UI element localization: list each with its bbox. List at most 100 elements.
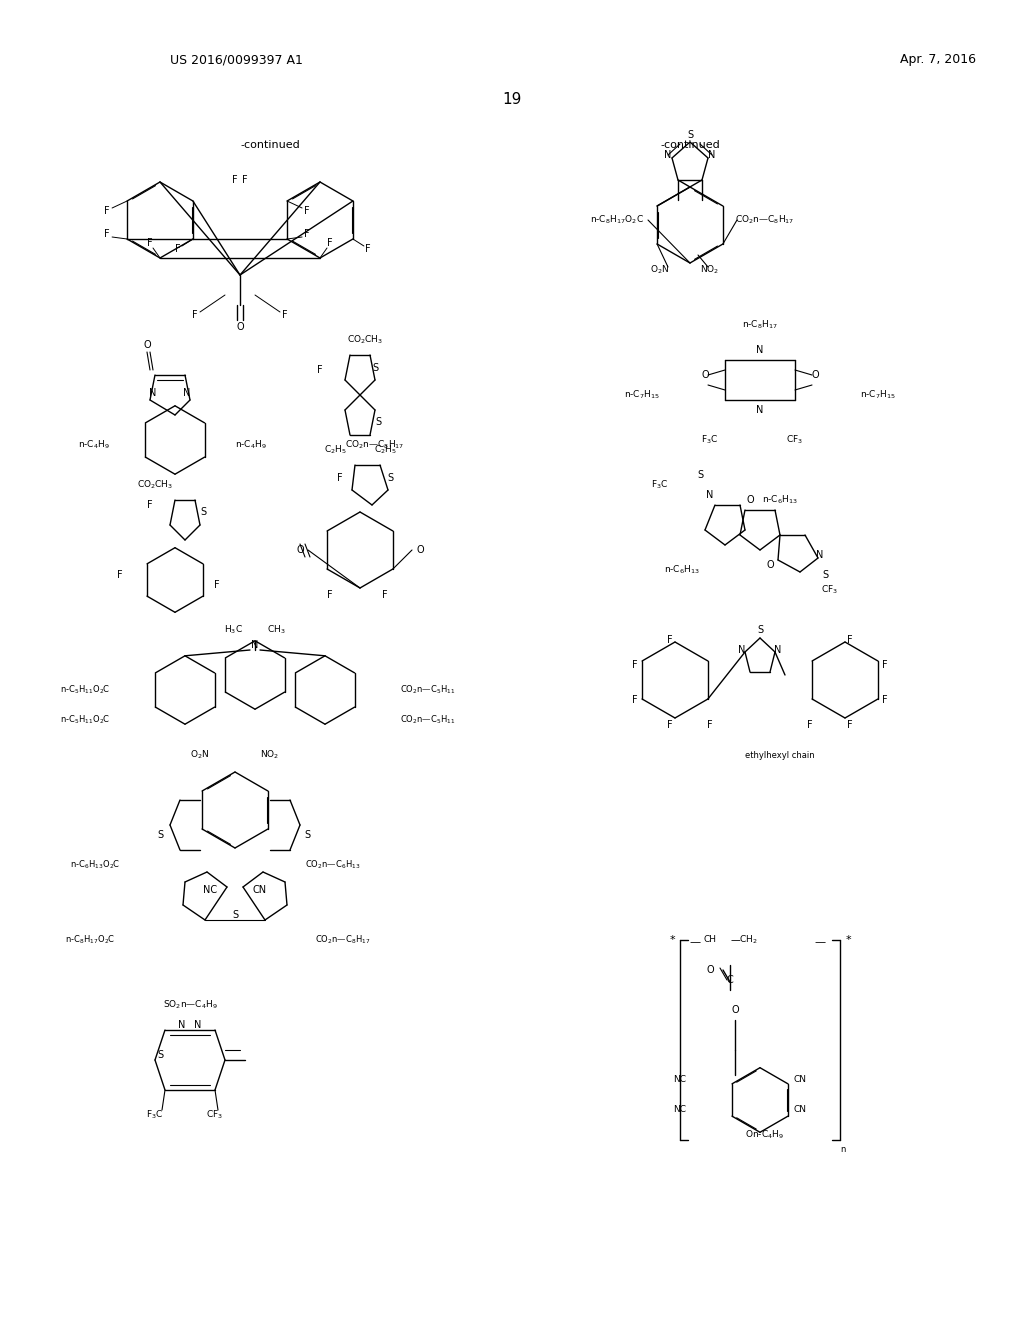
Text: -continued: -continued [660, 140, 720, 150]
Text: CF$_3$: CF$_3$ [786, 434, 804, 446]
Text: S: S [200, 507, 206, 517]
Text: CO$_2$CH$_3$: CO$_2$CH$_3$ [137, 479, 173, 491]
Text: 19: 19 [503, 92, 521, 107]
Text: NC: NC [674, 1076, 686, 1085]
Text: *: * [845, 935, 851, 945]
Text: CO$_2$n—C$_8$H$_{17}$: CO$_2$n—C$_8$H$_{17}$ [345, 438, 404, 451]
Text: —: — [689, 937, 700, 946]
Text: n-C$_7$H$_{15}$: n-C$_7$H$_{15}$ [860, 389, 896, 401]
Text: F: F [214, 579, 220, 590]
Text: F: F [147, 238, 153, 248]
Text: n-C$_6$H$_{13}$: n-C$_6$H$_{13}$ [762, 494, 798, 507]
Text: C$_2$H$_5$: C$_2$H$_5$ [324, 444, 346, 457]
Text: O: O [746, 495, 754, 506]
Text: F: F [708, 719, 713, 730]
Text: F: F [883, 696, 888, 705]
Text: CF$_3$: CF$_3$ [207, 1109, 223, 1121]
Text: N: N [738, 645, 745, 655]
Text: F: F [328, 590, 333, 601]
Text: N: N [709, 150, 716, 160]
Text: O: O [731, 1005, 738, 1015]
Text: S: S [232, 909, 238, 920]
Text: O: O [811, 370, 819, 380]
Text: S: S [687, 129, 693, 140]
Text: F: F [117, 570, 123, 579]
Text: N: N [816, 550, 823, 560]
Text: F: F [382, 590, 388, 601]
Text: S: S [157, 830, 163, 840]
Text: N: N [150, 388, 157, 399]
Text: O: O [143, 341, 151, 350]
Text: *: * [670, 935, 675, 945]
Text: N: N [251, 640, 259, 649]
Text: S: S [375, 417, 381, 426]
Text: CO$_2$n—C$_6$H$_{13}$: CO$_2$n—C$_6$H$_{13}$ [305, 859, 360, 871]
Text: N: N [665, 150, 672, 160]
Text: S: S [304, 830, 310, 840]
Text: US 2016/0099397 A1: US 2016/0099397 A1 [170, 54, 303, 66]
Text: n-C$_8$H$_{17}$: n-C$_8$H$_{17}$ [742, 318, 778, 331]
Text: F: F [366, 244, 371, 253]
Text: —: — [730, 935, 740, 945]
Text: F$_3$C: F$_3$C [651, 479, 669, 491]
Text: —: — [814, 937, 825, 946]
Text: n-C$_5$H$_{11}$O$_2$C: n-C$_5$H$_{11}$O$_2$C [59, 714, 110, 726]
Text: O: O [296, 545, 304, 554]
Text: O: O [237, 322, 244, 333]
Text: N: N [707, 490, 714, 500]
Text: F: F [337, 473, 343, 483]
Text: CO$_2$CH$_3$: CO$_2$CH$_3$ [347, 334, 383, 346]
Text: N: N [757, 345, 764, 355]
Text: F: F [847, 719, 853, 730]
Text: F: F [193, 310, 198, 319]
Text: N: N [757, 405, 764, 414]
Text: F: F [304, 228, 310, 239]
Text: O: O [707, 965, 714, 975]
Text: Apr. 7, 2016: Apr. 7, 2016 [900, 54, 976, 66]
Text: CO$_2$n—C$_5$H$_{11}$: CO$_2$n—C$_5$H$_{11}$ [400, 714, 456, 726]
Text: n-C$_6$H$_{13}$O$_2$C: n-C$_6$H$_{13}$O$_2$C [70, 859, 120, 871]
Text: N: N [195, 1020, 202, 1030]
Text: S: S [822, 570, 828, 579]
Text: F: F [807, 719, 813, 730]
Text: NO$_2$: NO$_2$ [260, 748, 280, 762]
Text: CO$_2$n—C$_8$H$_{17}$: CO$_2$n—C$_8$H$_{17}$ [315, 933, 371, 946]
Text: n-C$_8$H$_{17}$O$_2$C: n-C$_8$H$_{17}$O$_2$C [590, 214, 644, 226]
Text: C$_2$H$_5$: C$_2$H$_5$ [374, 444, 396, 457]
Text: S: S [372, 363, 378, 374]
Text: F: F [243, 176, 248, 185]
Text: n-C$_4$H$_9$: n-C$_4$H$_9$ [234, 438, 267, 451]
Text: F: F [317, 366, 323, 375]
Text: NO$_2$: NO$_2$ [700, 264, 720, 276]
Text: CH: CH [703, 936, 717, 945]
Text: n-C$_5$H$_{11}$O$_2$C: n-C$_5$H$_{11}$O$_2$C [59, 684, 110, 696]
Text: F$_3$C: F$_3$C [701, 434, 719, 446]
Text: F: F [632, 660, 638, 671]
Text: F: F [304, 206, 310, 216]
Text: F: F [328, 238, 333, 248]
Text: CF$_3$: CF$_3$ [821, 583, 839, 597]
Text: O: O [701, 370, 709, 380]
Text: F: F [147, 500, 153, 510]
Text: ethylhexyl chain: ethylhexyl chain [745, 751, 815, 759]
Text: SO$_2$n—C$_4$H$_9$: SO$_2$n—C$_4$H$_9$ [163, 999, 217, 1011]
Text: O$_2$N: O$_2$N [190, 748, 210, 762]
Text: CH$_3$: CH$_3$ [267, 624, 286, 636]
Text: NC: NC [203, 884, 217, 895]
Text: F: F [668, 635, 673, 645]
Text: F: F [283, 310, 288, 319]
Text: F$_3$C: F$_3$C [146, 1109, 164, 1121]
Text: S: S [387, 473, 393, 483]
Text: F: F [175, 244, 180, 253]
Text: CN: CN [794, 1106, 807, 1114]
Text: CN: CN [794, 1076, 807, 1085]
Text: CO$_2$n—C$_8$H$_{17}$: CO$_2$n—C$_8$H$_{17}$ [735, 214, 795, 226]
Text: F: F [883, 660, 888, 671]
Text: S: S [697, 470, 703, 480]
Text: F: F [632, 696, 638, 705]
Text: CN: CN [253, 884, 267, 895]
Text: F: F [104, 206, 110, 216]
Text: O: O [416, 545, 424, 554]
Text: O$_2$N: O$_2$N [650, 264, 670, 276]
Text: S: S [157, 1049, 163, 1060]
